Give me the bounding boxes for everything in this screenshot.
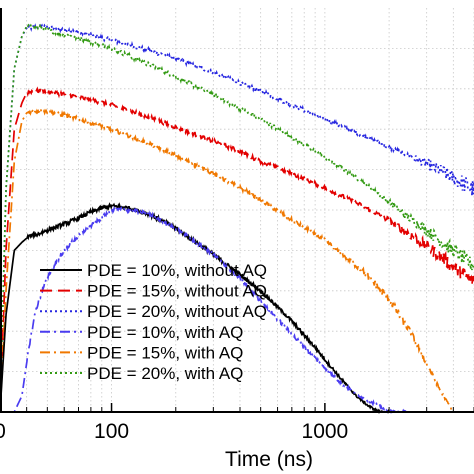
series-layer bbox=[0, 22, 474, 415]
series-line bbox=[0, 205, 411, 414]
x-tick-label: 100 bbox=[94, 420, 129, 443]
x-axis-title: Time (ns) bbox=[225, 448, 313, 471]
series-line bbox=[0, 22, 474, 413]
legend: PDE = 10%, without AQ PDE = 15%, without … bbox=[40, 261, 267, 383]
legend-label: PDE = 15%, without AQ bbox=[87, 282, 267, 301]
legend-label: PDE = 10%, without AQ bbox=[87, 261, 267, 280]
legend-label: PDE = 10%, with AQ bbox=[87, 323, 243, 342]
grid bbox=[0, 8, 474, 412]
legend-label: PDE = 20%, with AQ bbox=[87, 364, 243, 383]
series-line bbox=[0, 107, 455, 413]
x-tick-label: 1000 bbox=[302, 420, 349, 443]
series-line bbox=[0, 85, 474, 413]
legend-label: PDE = 20%, without AQ bbox=[87, 302, 267, 321]
axes: 100 1000 0 bbox=[0, 8, 474, 443]
x-tick-label-edge: 0 bbox=[0, 420, 6, 443]
legend-label: PDE = 15%, with AQ bbox=[87, 343, 243, 362]
